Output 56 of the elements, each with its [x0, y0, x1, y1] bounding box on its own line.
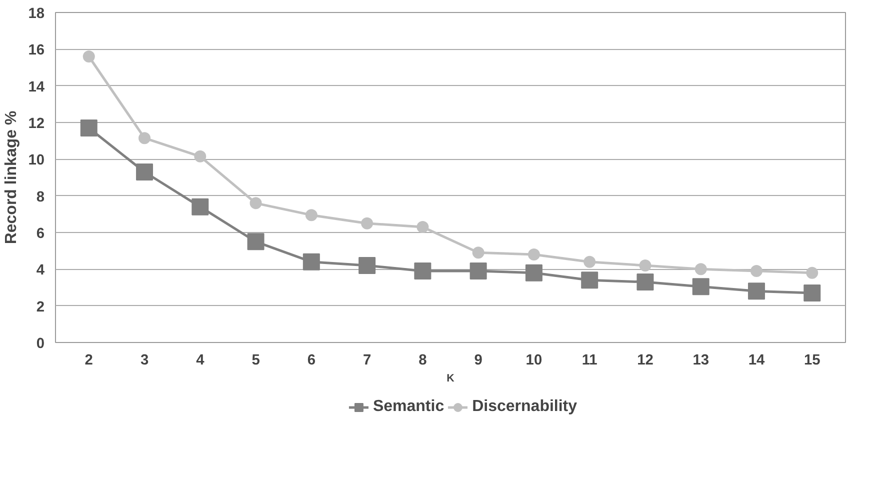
point [250, 197, 262, 210]
point [138, 132, 151, 144]
point [416, 221, 429, 233]
y-tick-label: 14 [28, 79, 46, 96]
point [584, 256, 596, 268]
point [80, 120, 98, 136]
point [528, 248, 540, 260]
point [581, 272, 598, 289]
x-tick-label: 14 [748, 352, 766, 368]
x-tick-label: 6 [307, 352, 316, 368]
point [247, 233, 264, 250]
y-tick-label: 12 [28, 116, 45, 132]
y-tick-label: 8 [36, 189, 45, 206]
x-tick-label: 10 [526, 352, 542, 368]
point [750, 265, 762, 277]
point [639, 260, 652, 272]
point [194, 150, 206, 162]
x-tick-label: 2 [84, 352, 93, 368]
point [470, 262, 487, 280]
point [806, 266, 818, 279]
x-axis-title: K [446, 372, 455, 384]
legend-label: Discernability [472, 398, 578, 416]
point [136, 164, 154, 180]
x-tick-label: 4 [196, 352, 206, 368]
point [636, 274, 654, 290]
point [414, 262, 432, 280]
y-tick-label: 6 [36, 226, 45, 242]
point [361, 217, 374, 230]
y-axis-title: Record linkage % [3, 110, 20, 244]
y-tick-label: 0 [36, 336, 45, 352]
point [192, 198, 209, 216]
point [302, 253, 320, 270]
legend-label: Semantic [372, 398, 444, 416]
x-tick-label: 7 [362, 352, 372, 368]
y-tick-label: 10 [28, 152, 45, 169]
x-tick-label: 9 [474, 352, 482, 368]
x-tick-label: 3 [140, 352, 149, 368]
point [305, 209, 318, 222]
point [692, 278, 710, 296]
y-tick-label: 18 [28, 6, 45, 22]
y-tick-label: 2 [36, 299, 45, 316]
point [804, 284, 821, 302]
x-tick-label: 11 [582, 352, 598, 368]
y-tick-label: 16 [28, 42, 45, 59]
y-tick-label: 4 [36, 262, 46, 279]
x-tick-label: 15 [804, 352, 820, 368]
point [82, 50, 95, 62]
point [748, 282, 765, 300]
point [472, 246, 484, 259]
x-tick-label: 5 [252, 352, 260, 368]
x-tick-label: 12 [637, 352, 654, 368]
point [525, 264, 542, 282]
x-tick-label: 13 [692, 352, 710, 368]
point [694, 263, 707, 276]
x-tick-label: 8 [418, 352, 427, 368]
point [358, 257, 376, 274]
